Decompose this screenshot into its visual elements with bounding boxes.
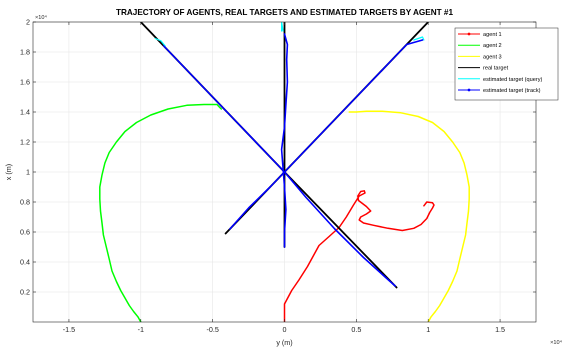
legend-label: agent 3 [483,54,502,60]
x-tick-label: 1.5 [495,325,505,334]
legend-label: estimated target (track) [483,88,541,94]
y-axis-multiplier: ×10⁴ [35,14,47,21]
y-tick-label: 0.6 [20,228,30,237]
series-agent-2 [99,103,223,322]
legend-items: agent 1 agent 2 agent 3 real target estimate… [458,32,543,94]
y-tick-label: 1.6 [20,78,30,87]
legend-item-estimated-target-query: estimated target (query) [458,77,543,83]
legend-label: real target [483,66,509,72]
y-tick-label: 1.8 [20,48,30,57]
y-tick-label: 2 [26,18,30,27]
y-tick-label: 0.2 [20,288,30,297]
agent-1-line [283,190,435,322]
series-estimated-target-track [163,33,424,287]
legend-item-real-target: real target [458,66,509,72]
agent-3-line [348,110,470,322]
legend-box [454,27,559,101]
agent-2-line [99,103,223,322]
chart-title: TRAJECTORY OF AGENTS, REAL TARGETS AND E… [116,8,454,17]
series-estimated-target-query [154,22,425,47]
x-tick-label: 0 [283,325,287,334]
y-tick-label: 1.4 [20,108,30,117]
y-tick-label: 0.8 [20,198,30,207]
y-axis-label: x (m) [4,164,13,180]
estimated-target-query-line [154,37,166,47]
legend-item-agent-3: agent 3 [458,54,502,60]
legend: agent 1 agent 2 agent 3 real target estimate… [454,27,559,101]
x-tick-label: 0.5 [351,325,361,334]
series-group [99,22,470,322]
series-agent-1 [283,190,435,322]
x-tick-label: -1.5 [63,325,75,334]
x-tick-label: -0.5 [206,325,218,334]
y-tick-label: 0.4 [20,258,30,267]
tick-marks [33,21,536,322]
y-tick-labels: 0.2 0.4 0.6 0.8 1 1.2 1.4 1.6 1.8 2 [20,18,30,297]
estimated-target-query-line [281,22,284,32]
legend-marker [467,32,471,36]
estimated-target-track-line [280,33,289,248]
legend-marker [467,88,471,92]
legend-item-agent-2: agent 2 [458,43,502,49]
y-tick-label: 1 [26,168,30,177]
x-tick-labels: -1.5 -1 -0.5 0 0.5 1 1.5 [63,325,505,334]
x-tick-label: 1 [426,325,430,334]
legend-item-estimated-target-track: estimated target (track) [458,88,541,94]
legend-label: estimated target (query) [483,77,543,83]
x-tick-label: -1 [138,325,144,334]
y-tick-label: 1.2 [20,138,30,147]
legend-label: agent 2 [483,43,502,49]
estimated-target-track-line [229,39,424,230]
legend-item-agent-1: agent 1 [458,32,502,38]
x-axis-label: y (m) [276,338,292,347]
series-agent-3 [348,110,470,322]
x-axis-multiplier: ×10⁴ [550,339,562,346]
estimated-target-query-line [413,36,425,41]
legend-label: agent 1 [483,32,502,38]
